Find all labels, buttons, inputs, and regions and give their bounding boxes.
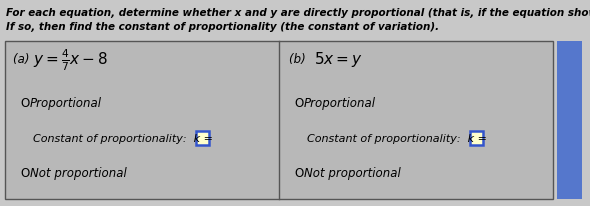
Text: (b): (b): [289, 53, 313, 66]
Text: Proportional: Proportional: [30, 97, 102, 110]
Text: For each equation, determine whether x and y are directly proportional (that is,: For each equation, determine whether x a…: [6, 8, 590, 18]
Bar: [557, 42, 582, 199]
Text: (a): (a): [13, 53, 33, 66]
Text: Not proportional: Not proportional: [30, 167, 127, 180]
Text: O: O: [20, 167, 30, 180]
Bar: [196, 131, 209, 145]
Text: O: O: [294, 97, 303, 110]
Text: $y=\frac{4}{7}x-8$: $y=\frac{4}{7}x-8$: [33, 47, 108, 73]
Text: Proportional: Proportional: [304, 97, 376, 110]
Bar: [470, 131, 483, 145]
Text: Constant of proportionality:  k =: Constant of proportionality: k =: [307, 133, 490, 143]
Text: O: O: [294, 167, 303, 180]
Text: Not proportional: Not proportional: [304, 167, 401, 180]
Text: Constant of proportionality:  k =: Constant of proportionality: k =: [33, 133, 217, 143]
Text: $5x=y$: $5x=y$: [314, 50, 363, 69]
Text: O: O: [20, 97, 30, 110]
Bar: [5, 42, 553, 199]
Text: If so, then find the constant of proportionality (the constant of variation).: If so, then find the constant of proport…: [6, 22, 439, 32]
